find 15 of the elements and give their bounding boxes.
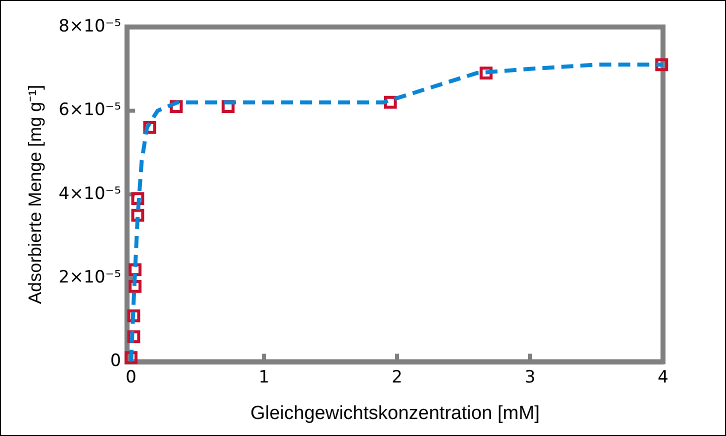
x-tick-label: 4 [658,367,668,388]
x-axis-title: Gleichgewichtskonzentration [mM] [250,402,540,424]
y-tick-label: 4×10⁻⁵ [58,184,122,204]
x-tick-label: 1 [258,367,270,388]
point [128,280,142,293]
y-axis-title: Adsorbierte Menge [mg g⁻¹] [24,84,45,304]
x-tick-label: 2 [392,367,402,388]
y-tick-label: 2×10⁻⁵ [58,268,122,288]
y-tick-label: 0 [110,351,122,372]
y-tick-label: 8×10⁻⁵ [58,16,122,36]
x-tick-label: 0 [126,367,136,388]
point [124,351,138,364]
x-tick-label: 3 [524,367,536,388]
point [131,208,144,222]
y-tick-label: 6×10⁻⁵ [58,100,122,120]
